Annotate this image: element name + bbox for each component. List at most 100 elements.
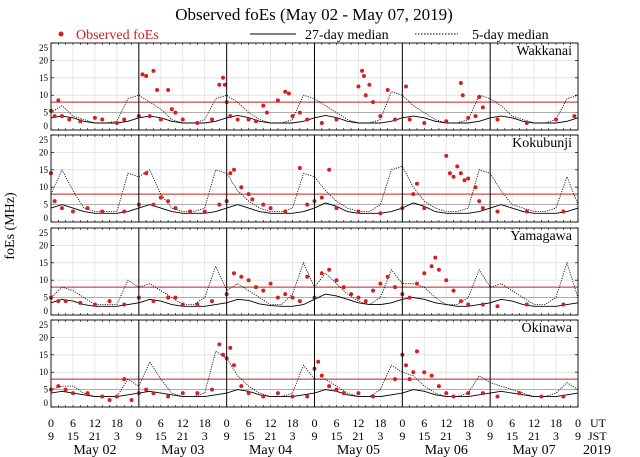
observed-point: [444, 119, 449, 124]
panel-frame: [50, 227, 579, 316]
ut-tick-label: 12: [265, 416, 277, 430]
observed-point: [107, 398, 112, 403]
day-label: May 03: [161, 443, 204, 457]
observed-point: [114, 121, 119, 126]
panel-yamagawa: 0 5 10 15 20 25 Yamagawa: [39, 227, 579, 316]
observed-point: [261, 288, 266, 293]
observed-point: [393, 117, 398, 122]
chart-title: Observed foEs (May 02 - May 07, 2019): [175, 5, 453, 24]
jst-tick-label: 3: [553, 429, 559, 443]
observed-point: [217, 202, 222, 207]
observed-point: [180, 302, 185, 307]
jst-tick-label: 15: [243, 429, 255, 443]
y-tick-label: 15: [39, 350, 49, 360]
y-tick-label: 20: [39, 240, 49, 250]
jst-tick-label: 9: [224, 429, 230, 443]
ut-tick-label: 6: [509, 416, 515, 430]
observed-point: [231, 363, 236, 368]
panel-frame: [50, 42, 579, 131]
jst-tick-label: 21: [528, 429, 540, 443]
jst-tick-label: 15: [418, 429, 430, 443]
observed-point: [334, 387, 339, 392]
ut-tick-label: 0: [224, 416, 230, 430]
observed-point: [122, 302, 127, 307]
observed-point: [414, 281, 419, 286]
legend-observed-label: Observed foEs: [76, 28, 159, 43]
y-tick-label: 5: [44, 108, 49, 118]
jst-tick-label: 3: [377, 429, 383, 443]
observed-point: [166, 295, 171, 300]
observed-point: [253, 285, 258, 290]
day-label: May 06: [425, 443, 468, 457]
observed-point: [466, 115, 471, 120]
observed-point: [217, 82, 222, 87]
ut-tick-label: 6: [421, 416, 427, 430]
panel-wakkanai: 0 5 10 15 20 25 Wakkanai: [39, 42, 579, 131]
observed-point: [451, 288, 456, 293]
observed-point: [517, 391, 522, 396]
observed-point: [228, 171, 233, 176]
observed-point: [283, 89, 288, 94]
observed-point: [327, 384, 332, 389]
y-tick-label: 20: [39, 55, 49, 65]
ut-label: UT: [590, 416, 607, 430]
station-name: Kokubunji: [512, 136, 572, 151]
observed-point: [283, 292, 288, 297]
observed-point: [231, 167, 236, 172]
observed-point: [151, 68, 156, 73]
y-tick-label: 20: [39, 332, 49, 342]
observed-point: [100, 117, 105, 122]
y-tick-label: 25: [39, 43, 49, 53]
y-tick-label: 20: [39, 147, 49, 157]
y-tick-label: 25: [39, 228, 49, 238]
observed-point: [319, 195, 324, 200]
y-axis-label: foEs (MHz): [3, 192, 18, 260]
ut-tick-label: 18: [287, 416, 299, 430]
observed-point: [561, 302, 566, 307]
observed-point: [173, 295, 178, 300]
observed-point: [458, 299, 463, 304]
observed-point: [319, 271, 324, 276]
observed-point: [371, 100, 376, 105]
observed-point: [92, 115, 97, 120]
observed-point: [144, 171, 149, 176]
y-tick-label: 15: [39, 258, 49, 268]
jst-label: JST: [588, 429, 607, 443]
observed-point: [495, 117, 500, 122]
observed-point: [70, 391, 75, 396]
observed-point: [239, 274, 244, 279]
observed-point: [403, 363, 408, 368]
observed-point: [59, 114, 64, 119]
observed-point: [52, 199, 57, 204]
observed-point: [363, 299, 368, 304]
observed-point: [92, 302, 97, 307]
observed-point: [261, 394, 266, 399]
observed-point: [327, 167, 332, 172]
observed-point: [169, 107, 174, 112]
observed-point: [144, 387, 149, 392]
observed-point: [495, 394, 500, 399]
observed-point: [195, 121, 200, 126]
ut-tick-label: 6: [246, 416, 252, 430]
jst-tick-label: 9: [136, 429, 142, 443]
observed-point: [188, 209, 193, 214]
observed-point: [458, 81, 463, 86]
observed-point: [444, 153, 449, 158]
ut-tick-label: 0: [487, 416, 493, 430]
observed-point: [173, 110, 178, 115]
observed-point: [422, 206, 427, 211]
legend-5day-label: 5-day median: [472, 28, 549, 43]
observed-point: [363, 93, 368, 98]
ut-tick-label: 18: [199, 416, 211, 430]
observed-point: [129, 398, 134, 403]
observed-point: [195, 302, 200, 307]
observed-point: [319, 121, 324, 126]
observed-point: [462, 178, 467, 183]
ut-tick-label: 12: [528, 416, 540, 430]
observed-point: [378, 281, 383, 286]
observed-point: [444, 391, 449, 396]
observed-point: [447, 171, 452, 176]
observed-point: [480, 391, 485, 396]
observed-point: [70, 209, 75, 214]
ut-tick-label: 6: [333, 416, 339, 430]
